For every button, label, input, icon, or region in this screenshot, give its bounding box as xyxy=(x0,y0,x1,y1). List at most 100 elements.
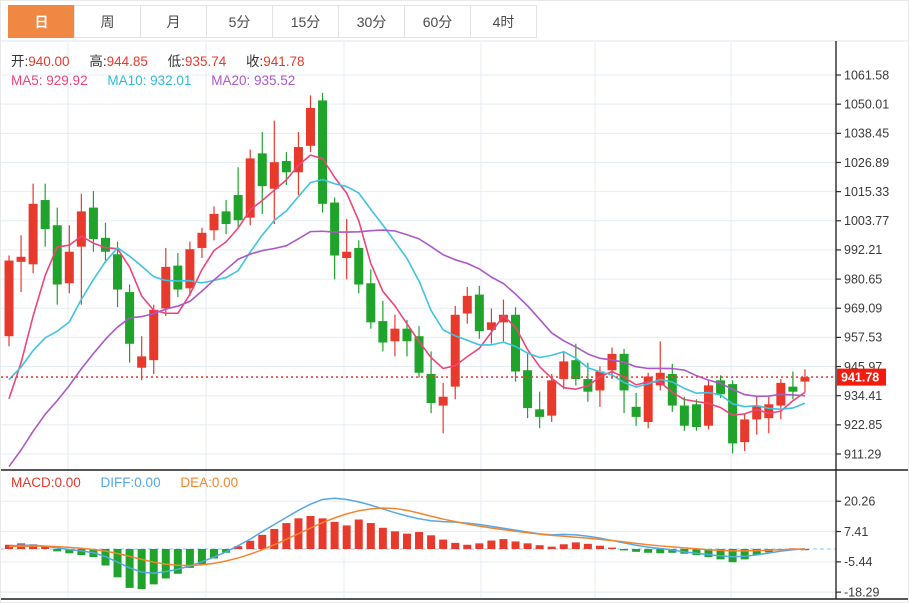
macd-bar-positive xyxy=(41,546,50,549)
macd-bar-positive xyxy=(258,534,267,549)
macd-bar-positive xyxy=(571,542,580,549)
macd-bar-positive xyxy=(583,543,592,549)
macd-bar-positive xyxy=(318,518,327,549)
vertical-gridlines xyxy=(67,42,732,598)
macd-bar-positive xyxy=(475,543,484,549)
macd-bar-negative xyxy=(692,549,701,556)
macd-bar-negative xyxy=(704,549,713,558)
candle-up xyxy=(752,405,762,420)
diff-line xyxy=(8,497,806,575)
candle-up xyxy=(607,353,617,371)
svg-text:911.29: 911.29 xyxy=(844,447,881,461)
candle-up xyxy=(595,371,605,391)
candle-down xyxy=(366,283,376,323)
macd-bar-negative xyxy=(222,549,231,553)
svg-text:980.65: 980.65 xyxy=(844,272,882,286)
macd-bar-negative xyxy=(53,549,62,552)
candle-down xyxy=(330,202,340,256)
candle-up xyxy=(764,404,774,419)
macd-bar-positive xyxy=(523,543,532,549)
candle-down xyxy=(100,237,110,252)
macd-bar-negative xyxy=(113,549,122,578)
candle-up xyxy=(149,309,159,361)
candle-down xyxy=(40,200,50,230)
candle-up xyxy=(703,385,713,426)
macd-bar-positive xyxy=(246,540,255,549)
svg-text:20.26: 20.26 xyxy=(844,495,875,509)
tab-60min[interactable]: 60分 xyxy=(404,5,471,38)
price-axis-labels: 1061.58 1050.01 1038.45 1026.89 1015.33 1003.… xyxy=(836,68,889,461)
tab-30min[interactable]: 30分 xyxy=(338,5,405,38)
candle-up xyxy=(462,295,472,314)
tab-week[interactable]: 周 xyxy=(74,5,141,38)
candle-up xyxy=(245,158,255,218)
svg-text:992.21: 992.21 xyxy=(844,243,882,257)
tab-5min[interactable]: 5分 xyxy=(206,5,273,38)
candle-up xyxy=(740,419,750,443)
candle-up xyxy=(64,251,74,284)
macd-bar-positive xyxy=(451,542,460,549)
macd-bar-negative xyxy=(716,549,725,560)
candle-up xyxy=(306,107,315,146)
svg-text:1061.58: 1061.58 xyxy=(844,68,889,82)
candle-up xyxy=(559,361,569,380)
macd-bar-negative xyxy=(752,549,761,556)
macd-bar-negative xyxy=(620,549,629,551)
macd-bar-positive xyxy=(487,540,496,549)
tab-month[interactable]: 月 xyxy=(140,5,207,38)
tab-4hour[interactable]: 4时 xyxy=(470,5,537,38)
candle-down xyxy=(571,360,581,380)
svg-text:1015.33: 1015.33 xyxy=(844,185,889,199)
macd-bar-positive xyxy=(234,546,243,549)
svg-text:934.41: 934.41 xyxy=(844,389,882,403)
macd-bar-positive xyxy=(415,532,424,549)
tab-day[interactable]: 日 xyxy=(8,5,75,38)
candle-down xyxy=(281,160,291,173)
candle-down xyxy=(511,314,521,372)
svg-text:957.53: 957.53 xyxy=(844,331,882,345)
candle-up xyxy=(390,328,400,342)
macd-bar-positive xyxy=(595,545,604,549)
macd-bar-negative xyxy=(185,549,194,568)
candle-up xyxy=(161,266,171,309)
macd-bar-negative xyxy=(210,549,219,559)
macd-axis-labels: 20.26 7.41 -5.44 -18.29 xyxy=(836,495,879,599)
candle-up xyxy=(293,147,303,173)
candle-down xyxy=(667,374,677,406)
macd-bar-positive xyxy=(282,523,291,549)
macd-bar-positive xyxy=(354,519,363,549)
candle-down xyxy=(378,321,388,343)
candle-down xyxy=(173,265,183,290)
candle-up xyxy=(197,232,207,248)
macd-bar-positive xyxy=(342,525,351,549)
macd-bar-negative xyxy=(77,549,86,556)
svg-text:1026.89: 1026.89 xyxy=(844,156,889,170)
macd-bar-negative xyxy=(644,549,653,553)
candle-up xyxy=(185,249,195,289)
macd-bar-positive xyxy=(439,539,448,549)
macd-bar-negative xyxy=(149,549,158,585)
candle-down xyxy=(679,405,689,426)
ma5-line xyxy=(8,154,806,416)
dea-line xyxy=(8,507,805,567)
tab-15min[interactable]: 15分 xyxy=(272,5,339,38)
ma10-line xyxy=(8,178,806,411)
macd-bar-positive xyxy=(547,546,556,549)
macd-bar-negative xyxy=(197,549,206,565)
svg-text:922.85: 922.85 xyxy=(844,418,882,432)
candle-down xyxy=(691,404,701,427)
macd-bar-negative xyxy=(728,549,737,563)
candle-down xyxy=(535,409,545,417)
macd-bar-positive xyxy=(306,515,315,549)
candles xyxy=(4,92,810,454)
macd-bar-positive xyxy=(463,544,472,549)
candle-down xyxy=(354,247,364,285)
candle-up xyxy=(269,162,279,189)
macd-bar-negative xyxy=(656,549,665,554)
macd-bar-positive xyxy=(499,539,508,549)
svg-text:1003.77: 1003.77 xyxy=(844,214,889,228)
svg-text:-18.29: -18.29 xyxy=(844,585,879,599)
candle-down xyxy=(88,207,98,240)
candle-up xyxy=(209,213,219,231)
